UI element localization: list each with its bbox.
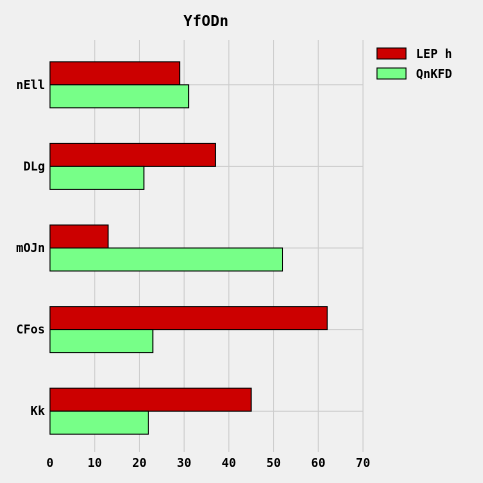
bar [49,224,109,249]
bar [49,142,216,167]
legend-label-1: LEP h [416,47,452,61]
y-tick-label: CFos [16,323,45,337]
legend: LEP h QnKFD [376,47,452,81]
y-tick-label: Kk [31,404,46,418]
legend-swatch-2 [376,67,407,80]
x-tick-label: 20 [132,456,146,470]
bar [49,329,154,354]
bar [49,306,328,331]
x-tick-label: 30 [177,456,191,470]
legend-label-2: QnKFD [416,67,452,81]
bar [49,165,145,190]
x-tick-label: 10 [87,456,101,470]
bar [49,247,284,272]
y-tick-label: nEll [16,78,45,92]
bar [49,387,252,412]
chart-title: YfODn [183,12,228,30]
axis-layer: 0 10 20 30 40 50 60 70 nEll DLg mOJn CFos Kk [16,78,370,470]
y-tick-label: mOJn [16,241,45,255]
x-tick-label: 50 [266,456,280,470]
x-tick-label: 60 [311,456,325,470]
legend-swatch-1 [376,47,407,60]
bar [49,61,181,86]
x-tick-label: 70 [356,456,370,470]
bar [49,410,149,435]
y-tick-label: DLg [23,159,45,173]
bar [49,84,190,109]
x-tick-label: 40 [222,456,236,470]
bars-layer [49,61,328,435]
x-tick-label: 0 [46,456,53,470]
